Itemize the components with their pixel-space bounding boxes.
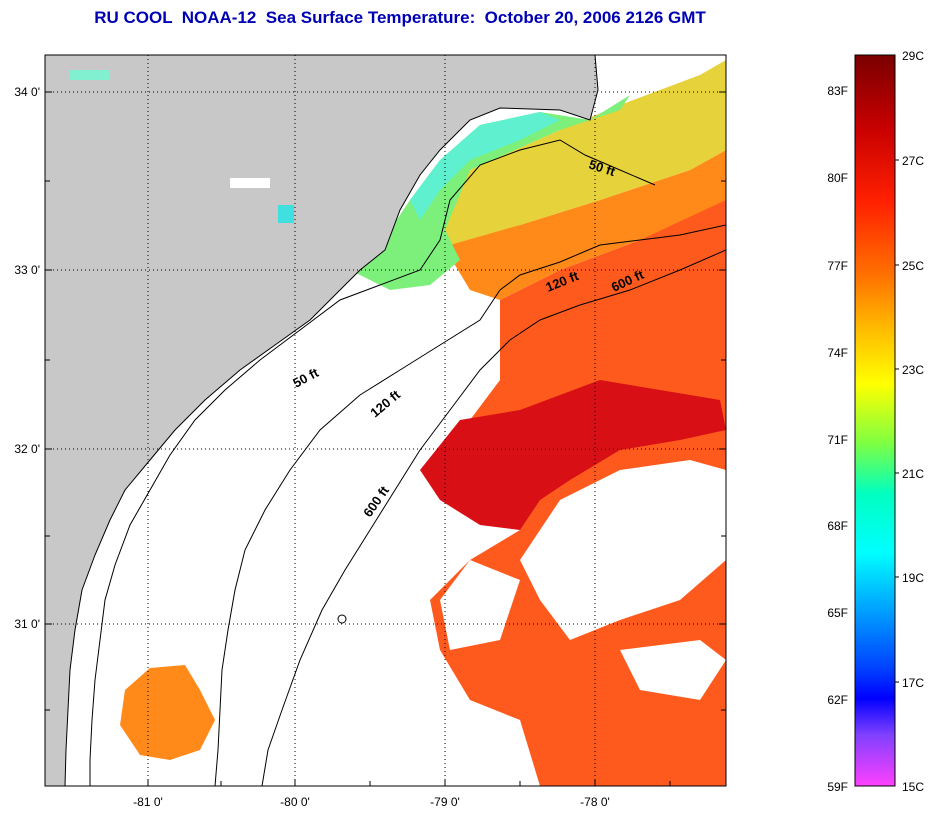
- sst-yellow-shelf: [440, 60, 726, 245]
- cloud-patch: [620, 640, 726, 700]
- map-frame: [44, 54, 727, 787]
- graticule: [45, 55, 726, 786]
- sst-hot-core: [420, 380, 726, 530]
- sst-warm-region: [430, 190, 726, 786]
- sst-cyan-coastal: [410, 112, 560, 220]
- lat-label: 31 0': [14, 617, 40, 631]
- lon-label: -79 0': [430, 795, 460, 809]
- lon-label: -80 0': [280, 795, 310, 809]
- contour-closed-loop: [337, 614, 347, 624]
- frame-ticks: [45, 91, 726, 786]
- sst-southwest-patch: [120, 665, 215, 760]
- contour-120ft: [214, 224, 726, 786]
- lat-label: 34 0': [14, 85, 40, 99]
- cloud-patch: [520, 460, 726, 640]
- sst-orange-shelf: [440, 150, 726, 300]
- lat-label: 32 0': [14, 442, 40, 456]
- coastline: [64, 55, 599, 786]
- sst-green-nearshore: [350, 95, 630, 290]
- map-title: RU COOL NOAA-12 Sea Surface Temperature:…: [94, 8, 706, 27]
- contour-50ft: [89, 139, 656, 786]
- cloud-patch: [440, 560, 520, 650]
- lon-label: -78 0': [580, 795, 610, 809]
- lake-speck: [70, 70, 110, 80]
- land-mass: [45, 55, 598, 786]
- lon-label: -81 0': [133, 795, 163, 809]
- lake-speck: [278, 205, 294, 223]
- cloud-speck: [230, 178, 270, 188]
- contour-600ft: [261, 249, 726, 786]
- lat-label: 33 0': [14, 263, 40, 277]
